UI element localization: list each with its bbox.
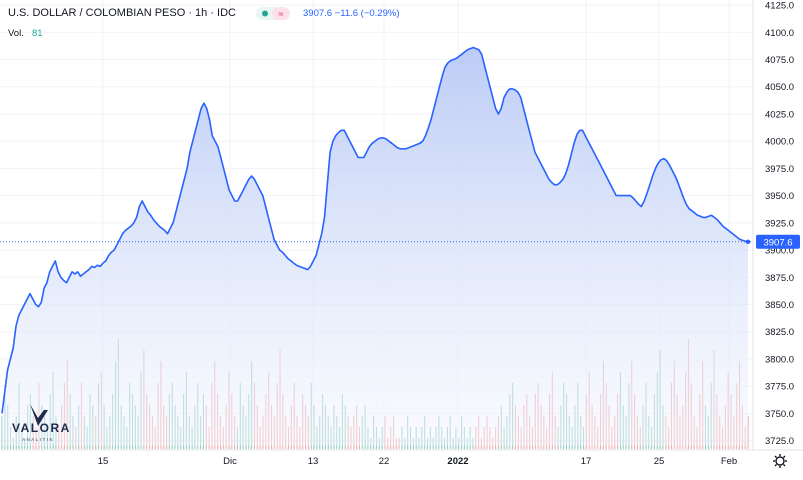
compare-icon-glyph: ≈: [279, 9, 284, 19]
y-tick-label: 4025.0: [765, 109, 794, 120]
y-tick-label: 3750.0: [765, 409, 794, 420]
x-tick-label: 17: [581, 456, 592, 467]
last-price-badge: [756, 234, 800, 249]
gear-icon[interactable]: [773, 454, 787, 468]
x-tick-label: 2022: [447, 456, 468, 467]
status-dot-icon: [262, 10, 268, 17]
symbol-title[interactable]: U.S. DOLLAR / COLOMBIAN PESO · 1h · IDC: [8, 7, 236, 19]
y-tick-label: 3775.0: [765, 382, 794, 393]
indicator-toggle[interactable]: ≈: [256, 7, 290, 20]
y-tick-label: 4050.0: [765, 82, 794, 93]
x-tick-label: Dic: [223, 456, 237, 467]
x-tick-label: Feb: [721, 456, 737, 467]
x-tick-label: 25: [654, 456, 665, 467]
y-tick-label: 4000.0: [765, 137, 794, 148]
volume-label: Vol.: [8, 28, 24, 39]
price-area: [2, 47, 748, 446]
y-tick-label: 3950.0: [765, 191, 794, 202]
logo-tagline: ANALITIK: [22, 437, 54, 442]
chart-legend: U.S. DOLLAR / COLOMBIAN PESO · 1h · IDC …: [8, 7, 399, 39]
x-tick-label: 13: [308, 456, 319, 467]
volume-bar: [747, 416, 749, 449]
y-tick-label: 4075.0: [765, 55, 794, 66]
y-tick-label: 4125.0: [765, 1, 794, 12]
y-tick-label: 4100.0: [765, 28, 794, 39]
x-axis[interactable]: 15 Dic 13 22 2022 17 25 Feb: [98, 456, 737, 467]
y-tick-label: 3875.0: [765, 273, 794, 284]
valora-logo: VALORA ANALITIK: [12, 404, 71, 442]
y-tick-label: 3725.0: [765, 436, 794, 447]
logo-name: VALORA: [12, 421, 71, 435]
y-tick-label: 3975.0: [765, 164, 794, 175]
compare-icon: [272, 7, 290, 20]
volume-value: 81: [32, 28, 43, 39]
x-tick-label: 15: [98, 456, 109, 467]
area-fill: [2, 47, 748, 446]
y-tick-label: 3850.0: [765, 300, 794, 311]
last-price-tag: 3907.6: [0, 234, 800, 249]
y-tick-label: 3825.0: [765, 327, 794, 338]
y-tick-label: 3800.0: [765, 354, 794, 365]
y-tick-label: 3900.0: [765, 246, 794, 257]
y-tick-label: 3925.0: [765, 218, 794, 229]
quote-values: 3907.6 −11.6 (−0.29%): [303, 8, 399, 19]
x-tick-label: 22: [379, 456, 390, 467]
logo-mark-icon: [30, 404, 48, 426]
y-axis[interactable]: 3725.0 3750.0 3775.0 3800.0 3825.0 3850.0 3875…: [765, 1, 794, 447]
last-price-label: 3907.6: [763, 237, 792, 248]
series-line: [1, 46, 749, 414]
